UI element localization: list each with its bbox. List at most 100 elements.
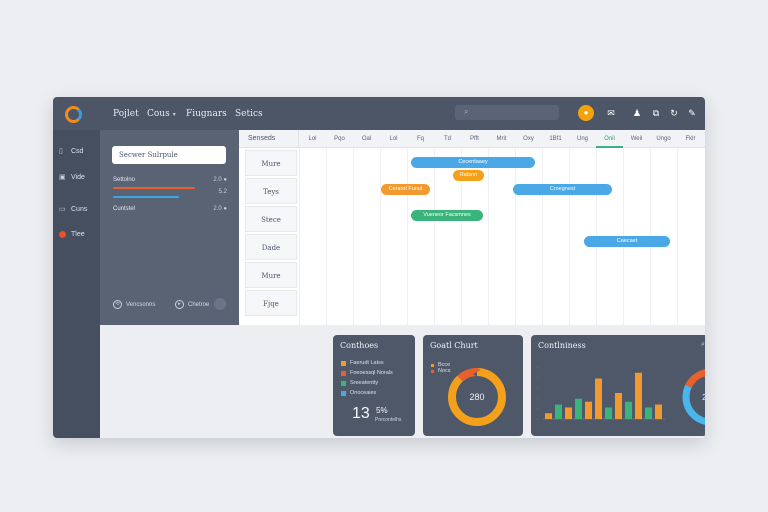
time-icon	[59, 231, 66, 238]
bell-icon[interactable]: ●	[578, 105, 594, 121]
nav-item-vide[interactable]: ▣ Vide	[59, 174, 85, 181]
gantt-column-header[interactable]: Ung	[576, 136, 588, 142]
gantt-task-bar[interactable]: Ratsnn	[453, 170, 484, 181]
bar-chart: · · · · · ·	[537, 365, 665, 422]
gantt-column-header[interactable]: Onil	[596, 130, 623, 148]
gantt-column-header[interactable]: Pfft	[470, 136, 479, 142]
app-window: Pojlet Cous ▾ Fiugnars Setics ⌕ ● ✉ ♟ ⧉ ↻…	[53, 97, 705, 438]
grid-line	[380, 148, 381, 325]
toggle-switch[interactable]	[214, 298, 226, 310]
legend-label: Faerudt Latss	[350, 360, 384, 366]
card-goatl-churt: Goatl Churt Bcce Nocs 280	[423, 335, 523, 436]
menu-item-cous[interactable]: Cous ▾	[147, 109, 176, 119]
gantt-column-header[interactable]: Oxy	[523, 136, 534, 142]
dashboard-cards: Conthoes Faerudt Latss Foeoessql Norals …	[100, 325, 705, 438]
menu-item-project[interactable]: Pojlet	[113, 109, 139, 119]
panel-row-label: Cuntstel	[113, 206, 136, 212]
gantt-row-label[interactable]: Teys	[245, 178, 297, 204]
export-icon[interactable]: ⧉	[652, 108, 660, 118]
gantt-row-label[interactable]: Mure	[245, 150, 297, 176]
gantt-row-label[interactable]: Fjqe	[245, 290, 297, 316]
gantt-task-bar[interactable]: Croegnest	[513, 184, 612, 195]
gantt-task-bar[interactable]: Cerarot Funut	[381, 184, 430, 195]
gantt-column-header[interactable]: Fq	[416, 136, 424, 142]
gantt-task-bar[interactable]: Vueneor Facsmnes	[411, 210, 483, 221]
donut-chart: 2403	[682, 368, 705, 426]
grid-line	[353, 148, 354, 325]
panel-footer-right[interactable]: ▸ Chetroe	[175, 300, 209, 309]
gantt-chart: Senseds Lol Pqo Oal Lol Fq Td Pfft Mrit Oxy 1Bf1 U…	[239, 130, 705, 325]
nav-item-tlee[interactable]: Tlee	[59, 231, 85, 238]
legend-swatch	[341, 370, 346, 376]
gantt-header: Senseds Lol Pqo Oal Lol Fq Td Pfft Mrit Oxy 1Bf1 U…	[239, 130, 705, 148]
settings-icon[interactable]: ✎	[688, 108, 696, 118]
search-icon: ⌕	[464, 107, 469, 116]
legend-label: Foeoessql Norals	[350, 370, 393, 376]
menu-item-setics[interactable]: Setics	[235, 109, 263, 119]
donut-slice	[682, 368, 705, 426]
grid-line	[326, 148, 327, 325]
grid-icon: ▯	[59, 148, 63, 155]
gantt-row-label[interactable]: Mure	[245, 262, 297, 288]
gantt-column-header[interactable]: Lol	[308, 136, 317, 142]
footer-label: Vencsonns	[126, 301, 156, 308]
panel-footer-left[interactable]: ⟲ Vencsonns	[113, 300, 155, 309]
progress-bar-blue	[113, 196, 179, 198]
bar	[635, 372, 642, 419]
legend-item: Sreeatentty	[341, 380, 378, 386]
grid-line	[515, 148, 516, 325]
gantt-task-bar[interactable]: Caecaet	[584, 236, 670, 247]
legend-item: Foeoessql Norals	[341, 370, 393, 376]
gantt-column-header[interactable]: Ungo	[656, 136, 671, 142]
big-number-caption: Precontelhs	[375, 417, 402, 423]
search-input[interactable]: ⌕	[455, 105, 559, 120]
nav-label: Csd	[71, 148, 84, 155]
nav-label: Cuns	[71, 206, 88, 213]
donut-slice	[448, 368, 506, 426]
gantt-column-header[interactable]: Pqo	[334, 136, 345, 142]
user-icon[interactable]: ♟	[632, 108, 642, 118]
grid-line	[569, 148, 570, 325]
gantt-column-header[interactable]: Td	[443, 136, 451, 142]
panel-row-label: Settolno	[113, 177, 136, 183]
footer-label: Chetroe	[188, 301, 210, 308]
donut-center-value: 280	[469, 392, 484, 402]
gantt-column-header[interactable]: Mrit	[496, 136, 507, 142]
gantt-column-header[interactable]: Fklr	[685, 136, 696, 142]
nav-item-csd[interactable]: ▯ Csd	[59, 148, 83, 155]
bar	[565, 407, 572, 419]
legend-item: Nocs	[431, 368, 451, 374]
legend-swatch	[341, 380, 346, 386]
gantt-column-header[interactable]: Weil	[630, 136, 643, 142]
panel-row-value: 2.0 ●	[213, 206, 227, 212]
menu-item-fiugnars[interactable]: Fiugnars	[186, 109, 227, 119]
bar	[645, 407, 652, 419]
grid-line	[299, 148, 300, 325]
axis-tick: ·	[537, 406, 538, 411]
nav-item-cuns[interactable]: ▭ Cuns	[59, 206, 87, 213]
big-number: 13	[352, 405, 370, 422]
gantt-column-header[interactable]: Lol	[389, 136, 398, 142]
folder-icon: ▭	[59, 206, 66, 213]
gantt-row-label[interactable]: Stece	[245, 206, 297, 232]
grid-line	[407, 148, 408, 325]
nav-label: Vide	[71, 174, 85, 181]
refresh-icon[interactable]: ↻	[670, 108, 678, 118]
big-number-percent: 5%	[376, 406, 388, 415]
gantt-column-header[interactable]: 1Bf1	[549, 136, 562, 142]
panel-search-field[interactable]: Secwer Sulrpule	[112, 146, 226, 164]
legend-swatch	[431, 363, 434, 367]
grid-line	[461, 148, 462, 325]
gantt-row-label[interactable]: Dade	[245, 234, 297, 260]
search-icon[interactable]: ⌕	[701, 341, 705, 348]
legend-label: Onoceaies	[350, 390, 377, 396]
bar	[585, 401, 592, 419]
gantt-task-bar[interactable]: Cecentaaey	[411, 157, 535, 168]
app-logo-icon[interactable]	[65, 106, 82, 123]
chat-icon[interactable]: ✉	[607, 108, 615, 118]
bar	[595, 378, 602, 419]
bar	[625, 401, 632, 419]
gantt-column-header[interactable]: Oal	[361, 136, 372, 142]
axis-tick: ·	[537, 385, 538, 390]
legend-label: Bcce	[438, 362, 451, 368]
